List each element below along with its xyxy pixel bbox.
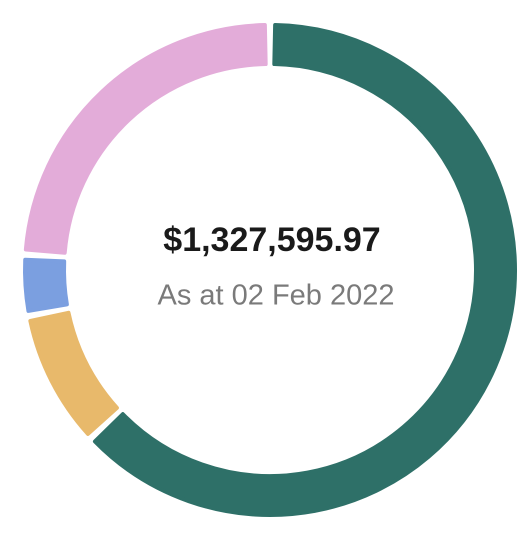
donut-segment: [23, 257, 69, 313]
donut-segment: [92, 23, 517, 517]
donut-segment: [28, 310, 119, 436]
donut-segment: [23, 23, 268, 255]
total-amount: $1,327,595.97: [163, 221, 380, 259]
as-at-date: As at 02 Feb 2022: [158, 280, 395, 312]
